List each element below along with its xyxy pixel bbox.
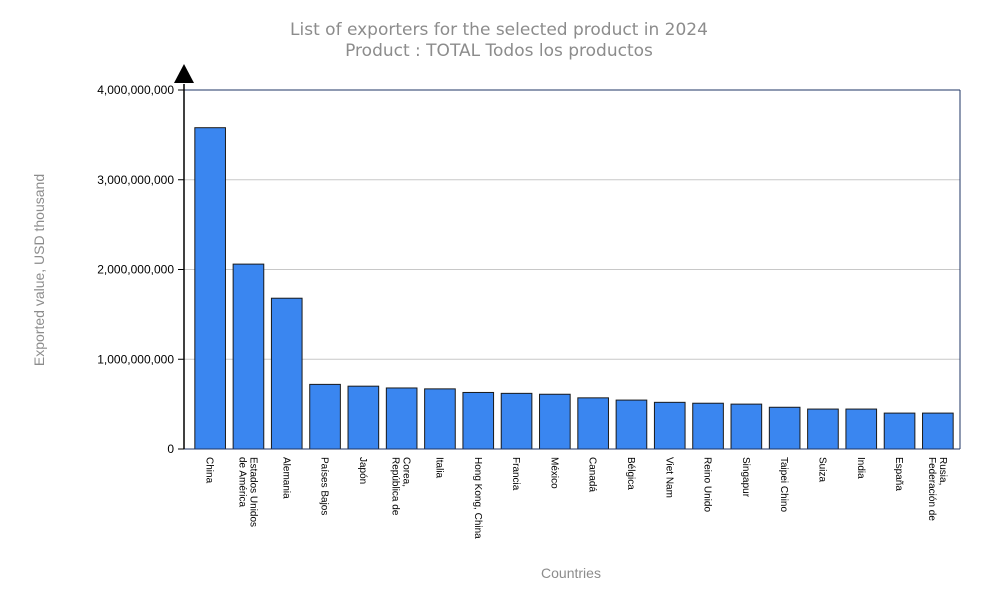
category-label-line: China — [204, 457, 215, 484]
category-label: Japón — [357, 457, 368, 484]
category-label: Países Bajos — [319, 457, 330, 515]
bar — [194, 127, 226, 450]
bar — [347, 385, 380, 450]
category-label: España — [893, 457, 904, 491]
y-tick-labels: 0 1,000,000,000 2,000,000,000 3,000,000,000… — [97, 83, 184, 456]
category-label-line: México — [548, 457, 559, 489]
bar — [577, 397, 609, 450]
category-label-line: Estados Unidos — [247, 457, 258, 527]
chart-title: List of exporters for the selected produ… — [290, 20, 708, 40]
y-tick-label: 0 — [167, 442, 174, 456]
category-label-line: España — [893, 457, 904, 491]
axes — [174, 64, 961, 450]
bar — [385, 387, 418, 450]
bar — [424, 388, 456, 450]
bar — [653, 401, 686, 450]
category-label-line: Singapur — [740, 457, 751, 498]
category-label-line: Reino Unido — [702, 457, 713, 512]
category-label-line: Taipei Chino — [778, 457, 789, 512]
category-label-line: República de — [390, 457, 401, 516]
category-label-line: Alemania — [280, 457, 291, 499]
bar — [270, 297, 303, 450]
bar — [730, 403, 763, 450]
category-label: Alemania — [280, 457, 291, 499]
category-label-line: de América — [236, 457, 247, 507]
y-axis-arrow-icon — [174, 64, 194, 83]
y-tick-label: 4,000,000,000 — [97, 83, 174, 97]
category-label: Viet Nam — [663, 457, 674, 498]
bar — [539, 393, 571, 450]
category-label-line: Hong Kong, China — [472, 457, 483, 539]
bar — [883, 412, 916, 450]
category-label-line: Canadá — [587, 457, 598, 492]
category-label: India — [855, 457, 866, 479]
category-label-line: India — [855, 457, 866, 479]
bar — [922, 412, 954, 450]
category-label: China — [204, 457, 215, 484]
category-label: Singapur — [740, 457, 751, 498]
category-label: Francia — [510, 457, 521, 491]
x-axis-label: Countries — [541, 565, 601, 581]
bar — [768, 406, 801, 450]
category-label-line: Países Bajos — [319, 457, 330, 515]
y-tick-label: 2,000,000,000 — [97, 263, 174, 277]
category-label: Rusia,Federación de — [926, 457, 948, 521]
category-label: Corea,República de — [390, 457, 412, 516]
category-label: Reino Unido — [702, 457, 713, 512]
y-tick-label: 1,000,000,000 — [97, 352, 174, 366]
category-label-line: Suiza — [816, 457, 827, 482]
category-label-line: Francia — [510, 457, 521, 491]
bar — [845, 408, 878, 450]
bar — [462, 391, 495, 450]
bar — [500, 392, 533, 450]
category-label-line: Japón — [357, 457, 368, 484]
category-label: Canadá — [587, 457, 598, 492]
gridlines — [184, 179, 960, 360]
bar — [692, 402, 724, 450]
category-label-line: Rusia, — [937, 457, 948, 485]
bar — [232, 263, 265, 450]
bar — [615, 399, 648, 450]
bar — [309, 383, 341, 450]
category-label: Hong Kong, China — [472, 457, 483, 539]
category-label-line: Federación de — [926, 457, 937, 521]
category-label: Taipei Chino — [778, 457, 789, 512]
y-axis-label: Exported value, USD thousand — [31, 174, 47, 366]
chart-subtitle: Product : TOTAL Todos los productos — [345, 41, 653, 61]
bar — [807, 408, 839, 450]
category-label: Italia — [433, 457, 444, 479]
category-label-line: Italia — [433, 457, 444, 479]
category-label-line: Bélgica — [625, 457, 636, 490]
category-label: México — [548, 457, 559, 489]
category-label-line: Corea, — [401, 457, 412, 487]
category-label: Suiza — [816, 457, 827, 482]
y-tick-label: 3,000,000,000 — [97, 173, 174, 187]
category-label-line: Viet Nam — [663, 457, 674, 498]
category-label: Bélgica — [625, 457, 636, 490]
bars — [194, 127, 954, 450]
